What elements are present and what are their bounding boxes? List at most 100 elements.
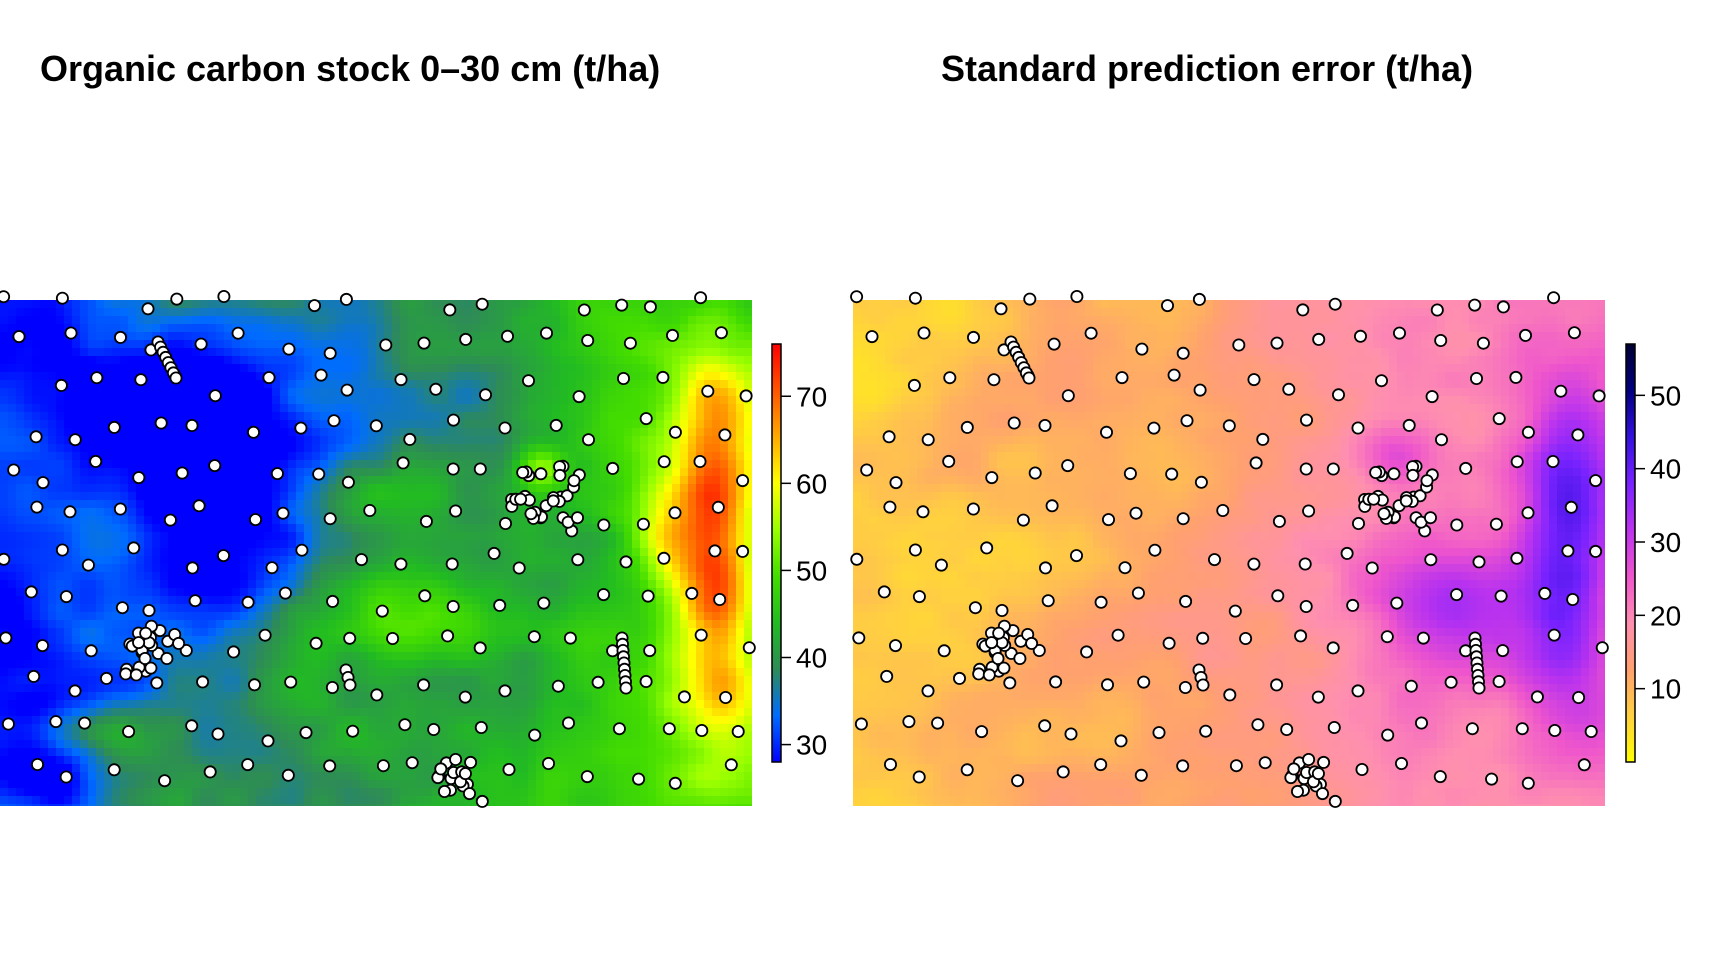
prediction-error-sample-point <box>1311 767 1325 781</box>
carbon-stock-sample-point <box>418 589 432 603</box>
carbon-stock-sample-point <box>90 371 104 385</box>
prediction-error-sample-point <box>1380 630 1394 644</box>
prediction-error-sample-point <box>1547 628 1561 642</box>
prediction-error-sample-point <box>1299 462 1313 476</box>
prediction-error-sample-point <box>1328 794 1342 808</box>
prediction-error-sample-point <box>1114 734 1128 748</box>
carbon-stock-sample-point <box>446 600 460 614</box>
carbon-stock-sample-point <box>134 373 148 387</box>
carbon-stock-sample-point <box>534 467 548 481</box>
carbon-stock-title: Organic carbon stock 0–30 cm (t/ha) <box>40 48 661 89</box>
carbon-stock-sample-point <box>581 333 595 347</box>
prediction-error-sample-point <box>991 652 1005 666</box>
prediction-error-sample-point <box>1100 425 1114 439</box>
carbon-stock-sample-point <box>203 765 217 779</box>
carbon-stock-sample-point <box>708 544 722 558</box>
prediction-error-sample-point <box>942 454 956 468</box>
prediction-error-sample-point <box>1013 652 1027 666</box>
carbon-stock-sample-point <box>363 503 377 517</box>
carbon-stock-sample-point <box>528 728 542 742</box>
prediction-error-sample-point <box>852 631 866 645</box>
carbon-stock-sample-point <box>462 787 476 801</box>
carbon-stock-sample-point <box>459 332 473 346</box>
carbon-stock-sample-point <box>668 506 682 520</box>
carbon-stock-sample-point <box>572 390 586 404</box>
prediction-error-sample-point <box>1193 383 1207 397</box>
carbon-stock-sample-point <box>577 303 591 317</box>
prediction-error-sample-point <box>1326 462 1340 476</box>
carbon-stock-sample-point <box>139 626 153 640</box>
prediction-error-sample-point <box>960 763 974 777</box>
prediction-error-sample-point <box>1459 461 1473 475</box>
prediction-error-sample-point <box>1415 716 1429 730</box>
prediction-error-sample-point <box>1102 513 1116 527</box>
prediction-error-sample-point <box>934 558 948 572</box>
prediction-error-legend-tick-label: 20 <box>1650 600 1681 631</box>
carbon-stock-sample-point <box>617 371 631 385</box>
carbon-stock-sample-point <box>36 476 50 490</box>
carbon-stock-sample-point <box>312 467 326 481</box>
carbon-stock-sample-point <box>657 455 671 469</box>
prediction-error-sample-point <box>1047 337 1061 351</box>
carbon-stock-sample-point <box>265 561 279 575</box>
prediction-error-legend-tick-label: 40 <box>1650 454 1681 485</box>
prediction-error-sample-point <box>1061 389 1075 403</box>
prediction-error-sample-point <box>966 502 980 516</box>
prediction-error-sample-point <box>1430 303 1444 317</box>
prediction-error-sample-point <box>1123 467 1137 481</box>
prediction-error-sample-point <box>884 758 898 772</box>
carbon-stock-sample-point <box>379 338 393 352</box>
prediction-error-sample-point <box>1496 300 1510 314</box>
carbon-stock-sample-point <box>487 546 501 560</box>
prediction-error-sample-point <box>1296 303 1310 317</box>
prediction-error-sample-point <box>1176 512 1190 526</box>
carbon-stock-raster <box>0 300 752 806</box>
carbon-stock-sample-point <box>553 468 567 482</box>
prediction-error-sample-point <box>1470 371 1484 385</box>
carbon-stock-sample-point <box>68 433 82 447</box>
carbon-stock-sample-point <box>208 459 222 473</box>
prediction-error-sample-point <box>1162 636 1176 650</box>
prediction-error-sample-point <box>1589 544 1603 558</box>
prediction-error-sample-point <box>1367 492 1381 506</box>
prediction-error-sample-point <box>907 378 921 392</box>
prediction-error-sample-point <box>1239 632 1253 646</box>
prediction-error-sample-point <box>1393 326 1407 340</box>
carbon-stock-sample-point <box>54 378 68 392</box>
carbon-stock-sample-point <box>419 514 433 528</box>
carbon-stock-sample-point <box>612 722 626 736</box>
carbon-stock-sample-point <box>619 555 633 569</box>
carbon-stock-sample-point <box>185 719 199 733</box>
carbon-stock-sample-point <box>107 763 121 777</box>
carbon-stock-sample-point <box>299 726 313 740</box>
prediction-error-sample-point <box>1041 594 1055 608</box>
carbon-stock-sample-point <box>295 543 309 557</box>
carbon-stock-sample-point <box>0 290 11 304</box>
prediction-error-sample-point <box>1180 414 1194 428</box>
carbon-stock-sample-point <box>632 772 646 786</box>
carbon-stock-sample-point <box>281 768 295 782</box>
carbon-stock-sample-point <box>639 412 653 426</box>
prediction-error-sample-point <box>953 671 967 685</box>
carbon-stock-sample-point <box>216 549 230 563</box>
prediction-error-sample-point <box>1577 758 1591 772</box>
prediction-error-sample-point <box>1178 681 1192 695</box>
prediction-error-colorbar <box>1625 343 1636 763</box>
prediction-error-legend-tick-label: 50 <box>1650 380 1681 411</box>
carbon-stock-sample-point <box>231 326 245 340</box>
carbon-stock-sample-point <box>500 329 514 343</box>
carbon-stock-sample-point <box>597 588 611 602</box>
carbon-stock-sample-point <box>562 716 576 730</box>
prediction-error-sample-point <box>980 541 994 555</box>
carbon-stock-sample-point <box>194 337 208 351</box>
carbon-stock-sample-point <box>227 645 241 659</box>
carbon-stock-sample-point <box>141 302 155 316</box>
carbon-stock-sample-point <box>394 373 408 387</box>
prediction-error-legend-tick-label: 30 <box>1650 527 1681 558</box>
prediction-error-sample-point <box>1101 678 1115 692</box>
prediction-error-sample-point <box>1381 728 1395 742</box>
carbon-stock-sample-point <box>107 420 121 434</box>
carbon-stock-sample-point <box>24 585 38 599</box>
prediction-error-sample-point <box>1472 555 1486 569</box>
